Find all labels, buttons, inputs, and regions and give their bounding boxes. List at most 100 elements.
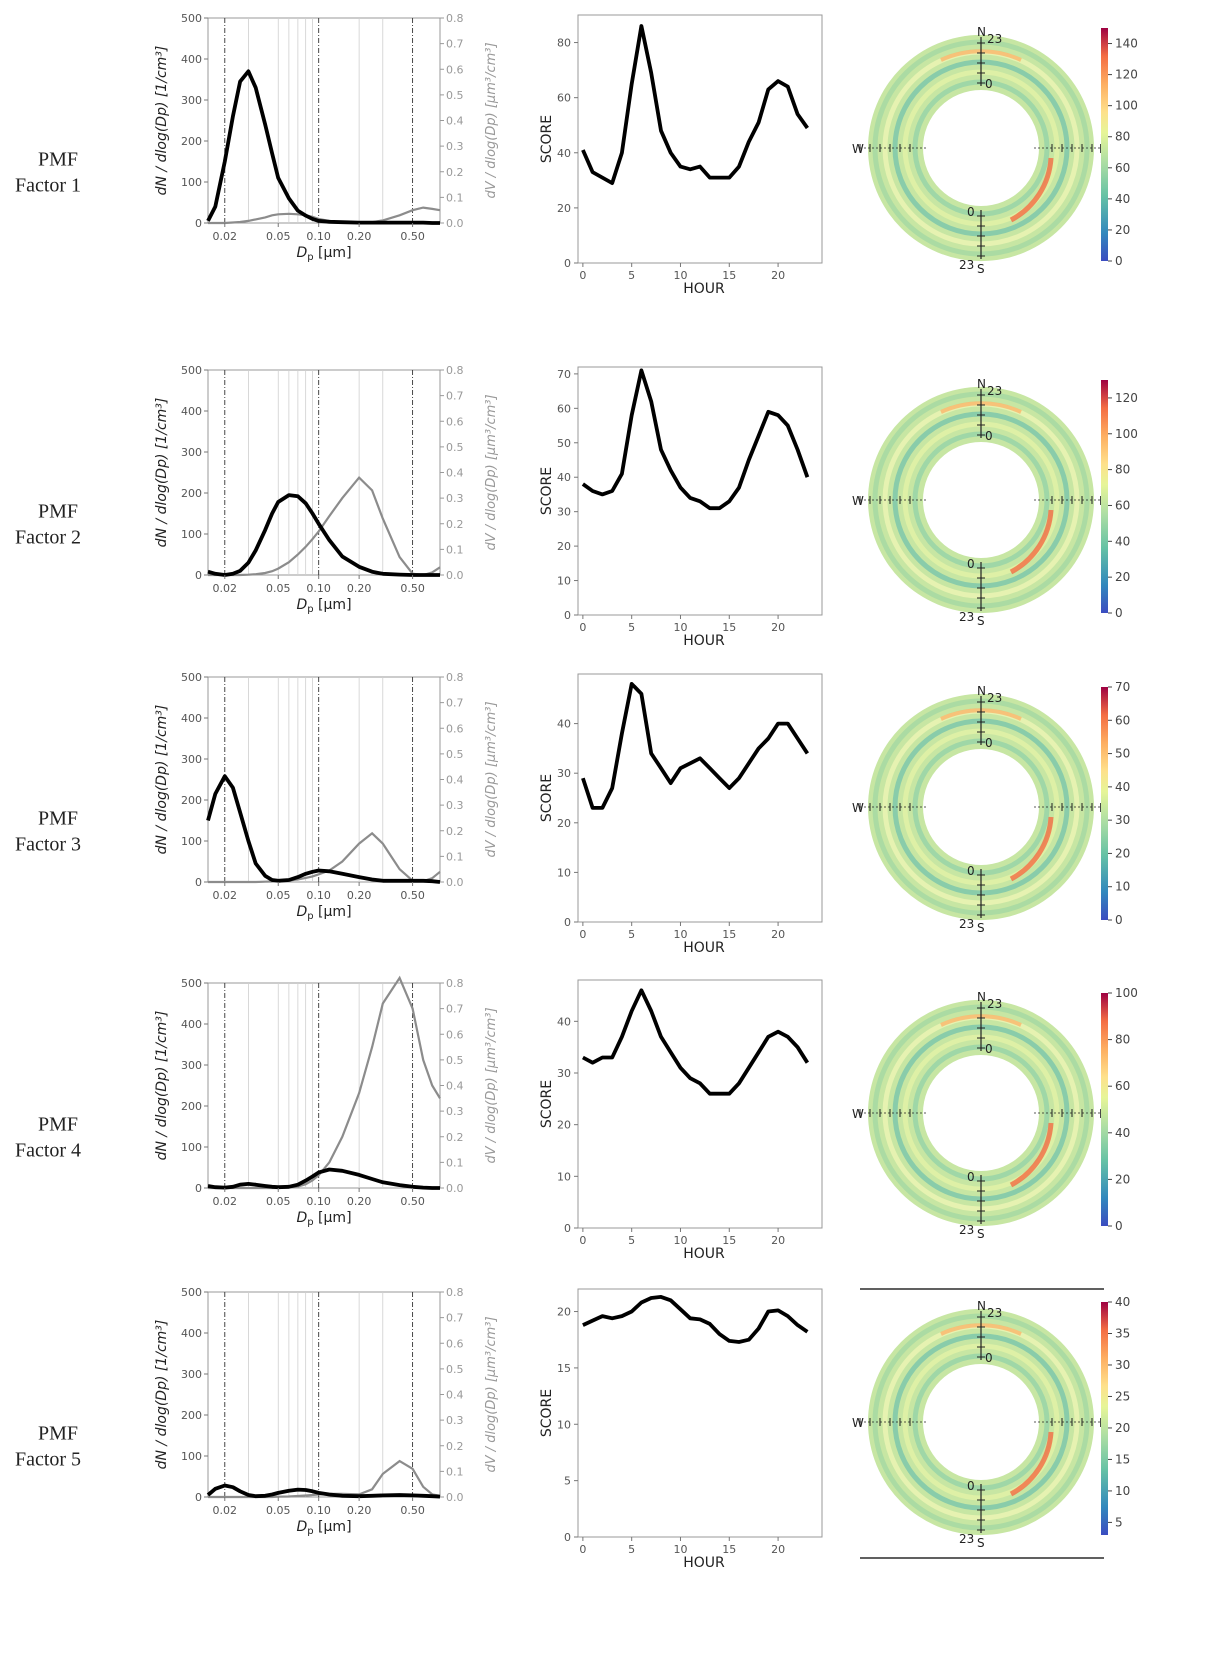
y-tick-label: 500 [181, 671, 202, 684]
x-tick-label: 15 [722, 1543, 736, 1556]
colorbar-tick-label: 80 [1115, 130, 1130, 144]
colorbar-tick-label: 40 [1115, 534, 1130, 548]
volume-distribution-line [208, 1459, 441, 1499]
x-tick-label: 5 [628, 928, 635, 941]
y-tick-label: 100 [181, 176, 202, 189]
size-y2-axis-title: dV / dlog(Dp) [µm³/cm³] [484, 1316, 499, 1472]
colorbar-tick-label: 70 [1115, 680, 1130, 694]
y-tick-label: 300 [181, 1059, 202, 1072]
y-tick-label: 40 [557, 1015, 571, 1028]
polar-hour-top: 23 [987, 32, 1002, 46]
diurnal-score-line [581, 682, 809, 810]
y-tick-label: 0 [195, 876, 202, 889]
colorbar-tick-label: 100 [1115, 99, 1138, 113]
x-tick-label: 0 [579, 928, 586, 941]
y-tick-label: 5 [564, 1475, 571, 1488]
size-y2-axis-title: dV / dlog(Dp) [µm³/cm³] [484, 42, 499, 198]
polar-annulus-panel: WENS230023 [852, 684, 1107, 935]
volume-distribution-line [208, 975, 441, 1190]
size-plot-frame [207, 17, 441, 224]
size-distribution-panel: 0 100 200 300 400 500 0.0 0.1 0.2 0.3 0.4 0.5 0.6 0.7… [154, 975, 499, 1228]
colorbar-tick-label: 20 [1115, 570, 1130, 584]
factor-label-line2: Factor 2 [15, 527, 81, 549]
y2-tick-label: 0.1 [446, 191, 464, 204]
y-tick-label: 0 [564, 1222, 571, 1235]
size-y-axis-title: dN / dlog(Dp) [1/cm³] [154, 705, 170, 855]
size-plot-frame [207, 982, 441, 1189]
volume-distribution-line [208, 831, 441, 884]
y-tick-label: 20 [557, 1306, 571, 1319]
polar-annulus-panel: WENS230023 [852, 377, 1107, 628]
diurnal-panel: 0 5 10 15 20 0 5 10 15 20 HOUR SCORE [539, 1288, 823, 1571]
colorbar-tick-label: 60 [1115, 1079, 1130, 1093]
y2-tick-label: 0.7 [446, 390, 464, 403]
x-tick-label: 0.20 [347, 230, 372, 243]
polar-hour-inner-top: 0 [985, 77, 993, 91]
colorbar: 0 20 40 60 80 100 120 140 [1101, 28, 1138, 268]
y-tick-label: 20 [557, 1119, 571, 1132]
polar-hotspot [1009, 157, 1054, 223]
y2-tick-label: 0.8 [446, 1286, 464, 1299]
x-tick-label: 0.05 [266, 1504, 291, 1517]
size-distribution-panel: 0 100 200 300 400 500 0.0 0.1 0.2 0.3 0.4 0.5 0.6 0.7… [154, 671, 499, 922]
polar-ring [912, 431, 1050, 569]
factor-label-line1: PMF [38, 1423, 78, 1445]
y2-tick-label: 0.3 [446, 492, 464, 505]
size-x-axis-title: Dp [µm] [296, 1519, 351, 1537]
polar-label-south: S [977, 262, 985, 276]
y2-tick-label: 0.1 [446, 543, 464, 556]
polar-label-north: N [977, 684, 986, 698]
polar-ring [912, 1353, 1050, 1491]
colorbar-tick-label: 40 [1115, 1126, 1130, 1140]
colorbar-tick-label: 20 [1115, 1172, 1130, 1186]
y2-tick-label: 0.8 [446, 671, 464, 684]
factor-label-line2: Factor 4 [15, 1140, 81, 1162]
number-distribution-line [206, 69, 440, 225]
x-tick-label: 0.10 [306, 582, 331, 595]
polar-hour-inner-top: 0 [985, 1351, 993, 1365]
y2-tick-label: 0.3 [446, 1414, 464, 1427]
x-tick-label: 0.05 [266, 889, 291, 902]
size-x-axis-title: Dp [µm] [296, 245, 351, 263]
y2-tick-label: 0.7 [446, 1003, 464, 1016]
y-tick-label: 300 [181, 94, 202, 107]
y-tick-label: 10 [557, 1170, 571, 1183]
size-y-axis-title: dN / dlog(Dp) [1/cm³] [154, 1320, 170, 1470]
polar-hour-top: 23 [987, 691, 1002, 705]
polar-hour-bottom: 23 [959, 917, 974, 931]
x-tick-label: 5 [628, 621, 635, 634]
x-tick-label: 5 [628, 1234, 635, 1247]
polar-hour-inner-bottom: 0 [967, 557, 975, 571]
size-y2-axis-title: dV / dlog(Dp) [µm³/cm³] [484, 701, 499, 857]
polar-ring [912, 79, 1050, 217]
y2-tick-label: 0.3 [446, 1105, 464, 1118]
y-tick-label: 400 [181, 1018, 202, 1031]
y-tick-label: 0 [564, 257, 571, 270]
y2-tick-label: 0.5 [446, 1054, 464, 1067]
y-tick-label: 100 [181, 835, 202, 848]
polar-label-south: S [977, 921, 985, 935]
y-tick-label: 200 [181, 1409, 202, 1422]
y-tick-label: 300 [181, 446, 202, 459]
colorbar-tick-label: 15 [1115, 1452, 1130, 1466]
factor-label-line1: PMF [38, 149, 78, 171]
y-tick-label: 0 [195, 1491, 202, 1504]
size-plot-frame [207, 1291, 441, 1498]
y2-tick-label: 0.2 [446, 518, 464, 531]
y-tick-label: 300 [181, 753, 202, 766]
y-tick-label: 0 [564, 1531, 571, 1544]
colorbar-tick-label: 40 [1115, 1295, 1130, 1309]
y2-tick-label: 0.6 [446, 415, 464, 428]
polar-hour-inner-top: 0 [985, 1042, 993, 1056]
y-tick-label: 20 [557, 202, 571, 215]
polar-annulus [867, 999, 1095, 1227]
x-tick-label: 10 [673, 928, 687, 941]
y-tick-label: 400 [181, 712, 202, 725]
size-plot-frame [207, 676, 441, 883]
y2-tick-label: 0.0 [446, 569, 464, 582]
diurnal-y-axis-title: SCORE [539, 1389, 555, 1437]
polar-annulus [867, 693, 1095, 921]
